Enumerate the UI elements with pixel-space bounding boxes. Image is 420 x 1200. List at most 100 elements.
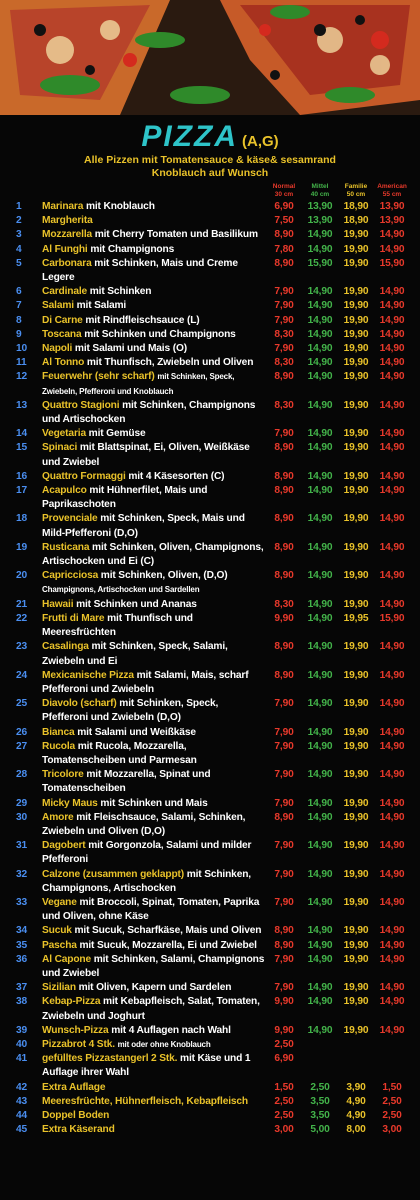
price: 19,90 [343, 698, 369, 710]
item-number: 37 [16, 982, 28, 994]
menu-row: 45 Extra Käserand 3,00 5,00 8,00 3,00 [0, 1123, 420, 1137]
item-description: mit Rindfleischsauce [85, 314, 185, 326]
menu-row: 35 Pascha mit Sucuk, Mozzarella, Ei und Z… [0, 939, 420, 953]
item-text: Vegetaria mit Gemüse [34, 427, 266, 441]
item-number: 2 [16, 215, 22, 227]
item-name: Acapulco [42, 485, 87, 497]
menu-row: 42 Extra Auflage 1,50 2,50 3,90 1,50 [0, 1081, 420, 1095]
item-number: 28 [16, 769, 28, 781]
price: 14,90 [307, 868, 333, 880]
item-description: mit Cherry Tomaten und Basilikum [94, 229, 258, 241]
menu-row: 41 gefülltes Pizzastangerl 2 Stk. mit Käs… [0, 1052, 420, 1080]
menu-row: 17 Acapulco mit Hühnerfilet, Mais und Pap… [0, 484, 420, 512]
item-prices: 2,50 [266, 1038, 416, 1052]
price: 14,90 [379, 740, 405, 752]
price: 7,90 [274, 769, 294, 781]
item-number: 20 [16, 570, 28, 582]
item-number: 42 [16, 1081, 28, 1093]
item-number: 1 [16, 201, 22, 212]
item-description: mit Schinken, Mais und Creme Legere [42, 257, 238, 284]
item-name: Quattro Formaggi [42, 470, 126, 482]
item-description: mit Schinken, Oliven, [100, 570, 201, 582]
price: 19,90 [343, 982, 369, 994]
item-description: mit Sucuk, Mozzarella, Ei und Zwiebel [79, 939, 257, 951]
item-text: Quattro Formaggi mit 4 Käsesorten (C) [34, 470, 266, 484]
item-text: Tricolore mit Mozzarella, Spinat und Tom… [34, 768, 266, 796]
item-text: Salami mit Salami [34, 299, 266, 313]
item-description: mit 4 Auflagen nach Wahl [111, 1024, 231, 1036]
price: 13,90 [379, 215, 405, 227]
item-number: 41 [16, 1053, 28, 1065]
item-text: Al Funghi mit Champignons [34, 243, 266, 257]
price: 14,90 [379, 698, 405, 710]
menu-row: 22 Frutti di Mare mit Thunfisch und Meere… [0, 612, 420, 640]
item-name: Quattro Stagioni [42, 399, 120, 411]
price: 19,90 [343, 840, 369, 852]
item-number: 8 [16, 314, 22, 326]
price: 19,90 [343, 769, 369, 781]
item-allergen: (D,O) [113, 527, 138, 539]
item-text: Calzone (zusammen geklappt) mit Schinken… [34, 868, 266, 896]
column-header: Mittel 40 cm [302, 183, 338, 198]
item-name: Hawaii [42, 598, 74, 610]
price: 14,90 [379, 726, 405, 738]
price: 19,90 [343, 669, 369, 681]
column-header: American 55 cm [374, 183, 410, 198]
menu-row: 13 Quattro Stagioni mit Schinken, Champig… [0, 399, 420, 427]
menu-row: 31 Dagobert mit Gorgonzola, Salami und mi… [0, 839, 420, 867]
price: 1,50 [274, 1081, 294, 1093]
item-text: Doppel Boden [34, 1109, 266, 1123]
price: 7,90 [274, 868, 294, 880]
menu-row: 1 Marinara mit Knoblauch 6,90 13,90 18,90 13,… [0, 200, 420, 214]
column-header: Normal 30 cm [266, 183, 302, 198]
price: 14,90 [379, 982, 405, 994]
item-description: mit Champignons [90, 243, 175, 255]
item-prices: 8,90 14,90 19,90 14,90 [266, 441, 416, 469]
item-description: mit Mozzarella, Spinat und Tomatenscheib… [42, 769, 211, 795]
price: 2,50 [274, 1110, 294, 1121]
price: 14,90 [307, 300, 333, 312]
item-number: 16 [16, 470, 28, 482]
price: 14,90 [379, 925, 405, 937]
price: 19,90 [343, 229, 369, 241]
menu-row: 10 Napoli mit Salami und Mais (O) 7,90 14,9… [0, 342, 420, 356]
menu-row: 7 Salami mit Salami 7,90 14,90 19,90 14,90 [0, 299, 420, 313]
menu-row: 29 Micky Maus mit Schinken und Mais 7,90 14… [0, 797, 420, 811]
price: 8,90 [274, 371, 294, 383]
item-number: 5 [16, 257, 22, 269]
price: 19,90 [343, 470, 369, 482]
item-name: Tricolore [42, 769, 84, 781]
item-name: Diavolo (scharf) [42, 698, 117, 710]
item-number: 39 [16, 1024, 28, 1036]
item-number: 11 [16, 357, 27, 369]
item-prices: 7,90 14,90 19,90 14,90 [266, 953, 416, 981]
item-description: mit 4 Käsesorten [128, 470, 209, 482]
menu-row: 30 Amore mit Fleischsauce, Salami, Schink… [0, 811, 420, 839]
price: 14,90 [379, 840, 405, 852]
price: 14,90 [379, 314, 405, 326]
item-description: mit Fleischsauce, Salami, Schinken, Zwie… [42, 811, 246, 837]
price: 14,90 [307, 371, 333, 383]
menu-row: 8 Di Carne mit Rindfleischsauce (L) 7,90 14… [0, 314, 420, 328]
item-text: Al Tonno mit Thunfisch, Zwiebeln und Oli… [34, 356, 266, 370]
item-number: 13 [16, 399, 28, 411]
price: 19,90 [343, 811, 369, 823]
menu-row: 24 Mexicanische Pizza mit Salami, Mais, s… [0, 669, 420, 697]
item-number: 18 [16, 513, 28, 525]
price: 7,90 [274, 953, 294, 965]
price: 8,30 [274, 399, 294, 411]
menu-row: 44 Doppel Boden 2,50 3,50 4,90 2,50 [0, 1109, 420, 1123]
item-prices: 7,90 14,90 19,90 14,90 [266, 285, 416, 299]
price: 14,90 [307, 328, 333, 340]
menu-row: 21 Hawaii mit Schinken und Ananas 8,30 14,9… [0, 598, 420, 612]
item-name: Vegane [42, 896, 77, 908]
price: 14,90 [307, 343, 333, 355]
price: 8,30 [274, 328, 294, 340]
price: 14,90 [379, 300, 405, 312]
column-name: American [377, 183, 407, 190]
item-prices: 3,00 5,00 8,00 3,00 [266, 1123, 416, 1137]
item-number: 34 [16, 925, 28, 937]
item-text: Bianca mit Salami und Weißkäse [34, 726, 266, 740]
price: 3,00 [274, 1124, 294, 1136]
item-prices: 8,90 14,90 19,90 14,90 [266, 811, 416, 839]
